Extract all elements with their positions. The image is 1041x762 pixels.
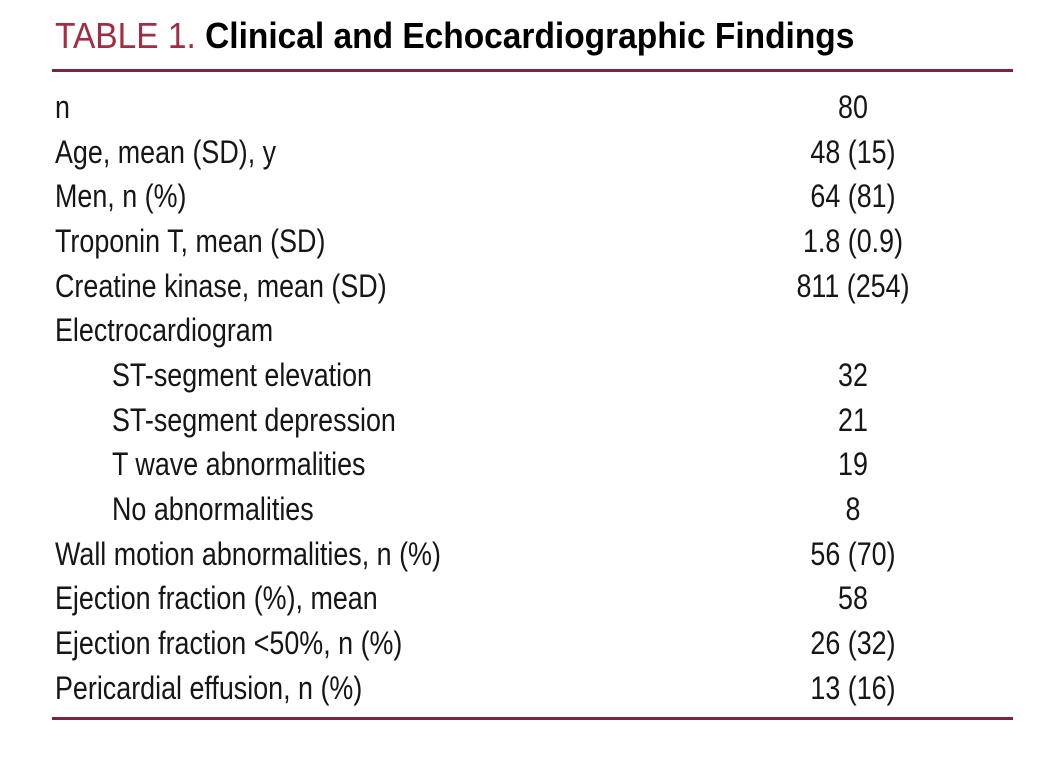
row-value: 26 (32)	[810, 625, 896, 662]
table-row: Ejection fraction <50%, n (%) 26 (32)	[55, 621, 1013, 666]
row-label: Troponin T, mean (SD)	[55, 222, 326, 259]
table-row: ST-segment depression 21	[55, 398, 1013, 443]
row-value: 56 (70)	[810, 535, 896, 572]
table-title-text: Clinical and Echocardiographic Findings	[205, 15, 855, 56]
row-value: 80	[838, 88, 868, 125]
row-label: Age, mean (SD), y	[55, 133, 277, 170]
row-value: 1.8 (0.9)	[802, 222, 904, 259]
table-row: Troponin T, mean (SD) 1.8 (0.9)	[55, 219, 1013, 264]
table-body: n 80 Age, mean (SD), y 48 (15) Men, n (%…	[55, 72, 1013, 711]
table-title: TABLE 1. Clinical and Echocardiographic …	[55, 0, 1013, 60]
row-value: 811 (254)	[796, 267, 910, 304]
row-value: 58	[838, 580, 868, 617]
top-rule	[52, 69, 1013, 72]
table-row: n 80	[55, 85, 1013, 130]
row-value: 13 (16)	[810, 669, 896, 706]
table-row-section: Electrocardiogram	[55, 308, 1013, 353]
table-row: Creatine kinase, mean (SD) 811 (254)	[55, 264, 1013, 309]
table-row: Age, mean (SD), y 48 (15)	[55, 130, 1013, 175]
row-label: Men, n (%)	[55, 178, 187, 215]
table-row: Men, n (%) 64 (81)	[55, 174, 1013, 219]
row-label: Creatine kinase, mean (SD)	[55, 267, 387, 304]
row-label: Ejection fraction (%), mean	[55, 580, 378, 617]
row-value: 19	[838, 446, 868, 483]
row-label: Wall motion abnormalities, n (%)	[55, 535, 441, 572]
row-label: ST-segment depression	[112, 401, 396, 438]
row-label: ST-segment elevation	[112, 356, 372, 393]
row-value: 21	[838, 401, 868, 438]
row-value: 48 (15)	[810, 133, 896, 170]
table-row: ST-segment elevation 32	[55, 353, 1013, 398]
title-spacer	[196, 15, 205, 56]
row-value: 64 (81)	[810, 178, 896, 215]
row-label: Pericardial effusion, n (%)	[55, 669, 363, 706]
table-row: Wall motion abnormalities, n (%) 56 (70)	[55, 532, 1013, 577]
row-label: No abnormalities	[112, 491, 314, 528]
row-value: 8	[845, 491, 861, 528]
bottom-rule	[52, 716, 1013, 720]
table-row: T wave abnormalities 19	[55, 443, 1013, 488]
table-number-label: TABLE 1.	[55, 15, 196, 56]
table-row: No abnormalities 8	[55, 487, 1013, 532]
row-label: n	[55, 88, 70, 125]
table-row: Ejection fraction (%), mean 58	[55, 577, 1013, 622]
table-row: Pericardial effusion, n (%) 13 (16)	[55, 666, 1013, 711]
row-label: Ejection fraction <50%, n (%)	[55, 625, 403, 662]
row-label: Electrocardiogram	[55, 312, 274, 349]
table-title-inner: TABLE 1. Clinical and Echocardiographic …	[55, 12, 854, 60]
row-value: 32	[838, 356, 868, 393]
row-label: T wave abnormalities	[112, 446, 366, 483]
